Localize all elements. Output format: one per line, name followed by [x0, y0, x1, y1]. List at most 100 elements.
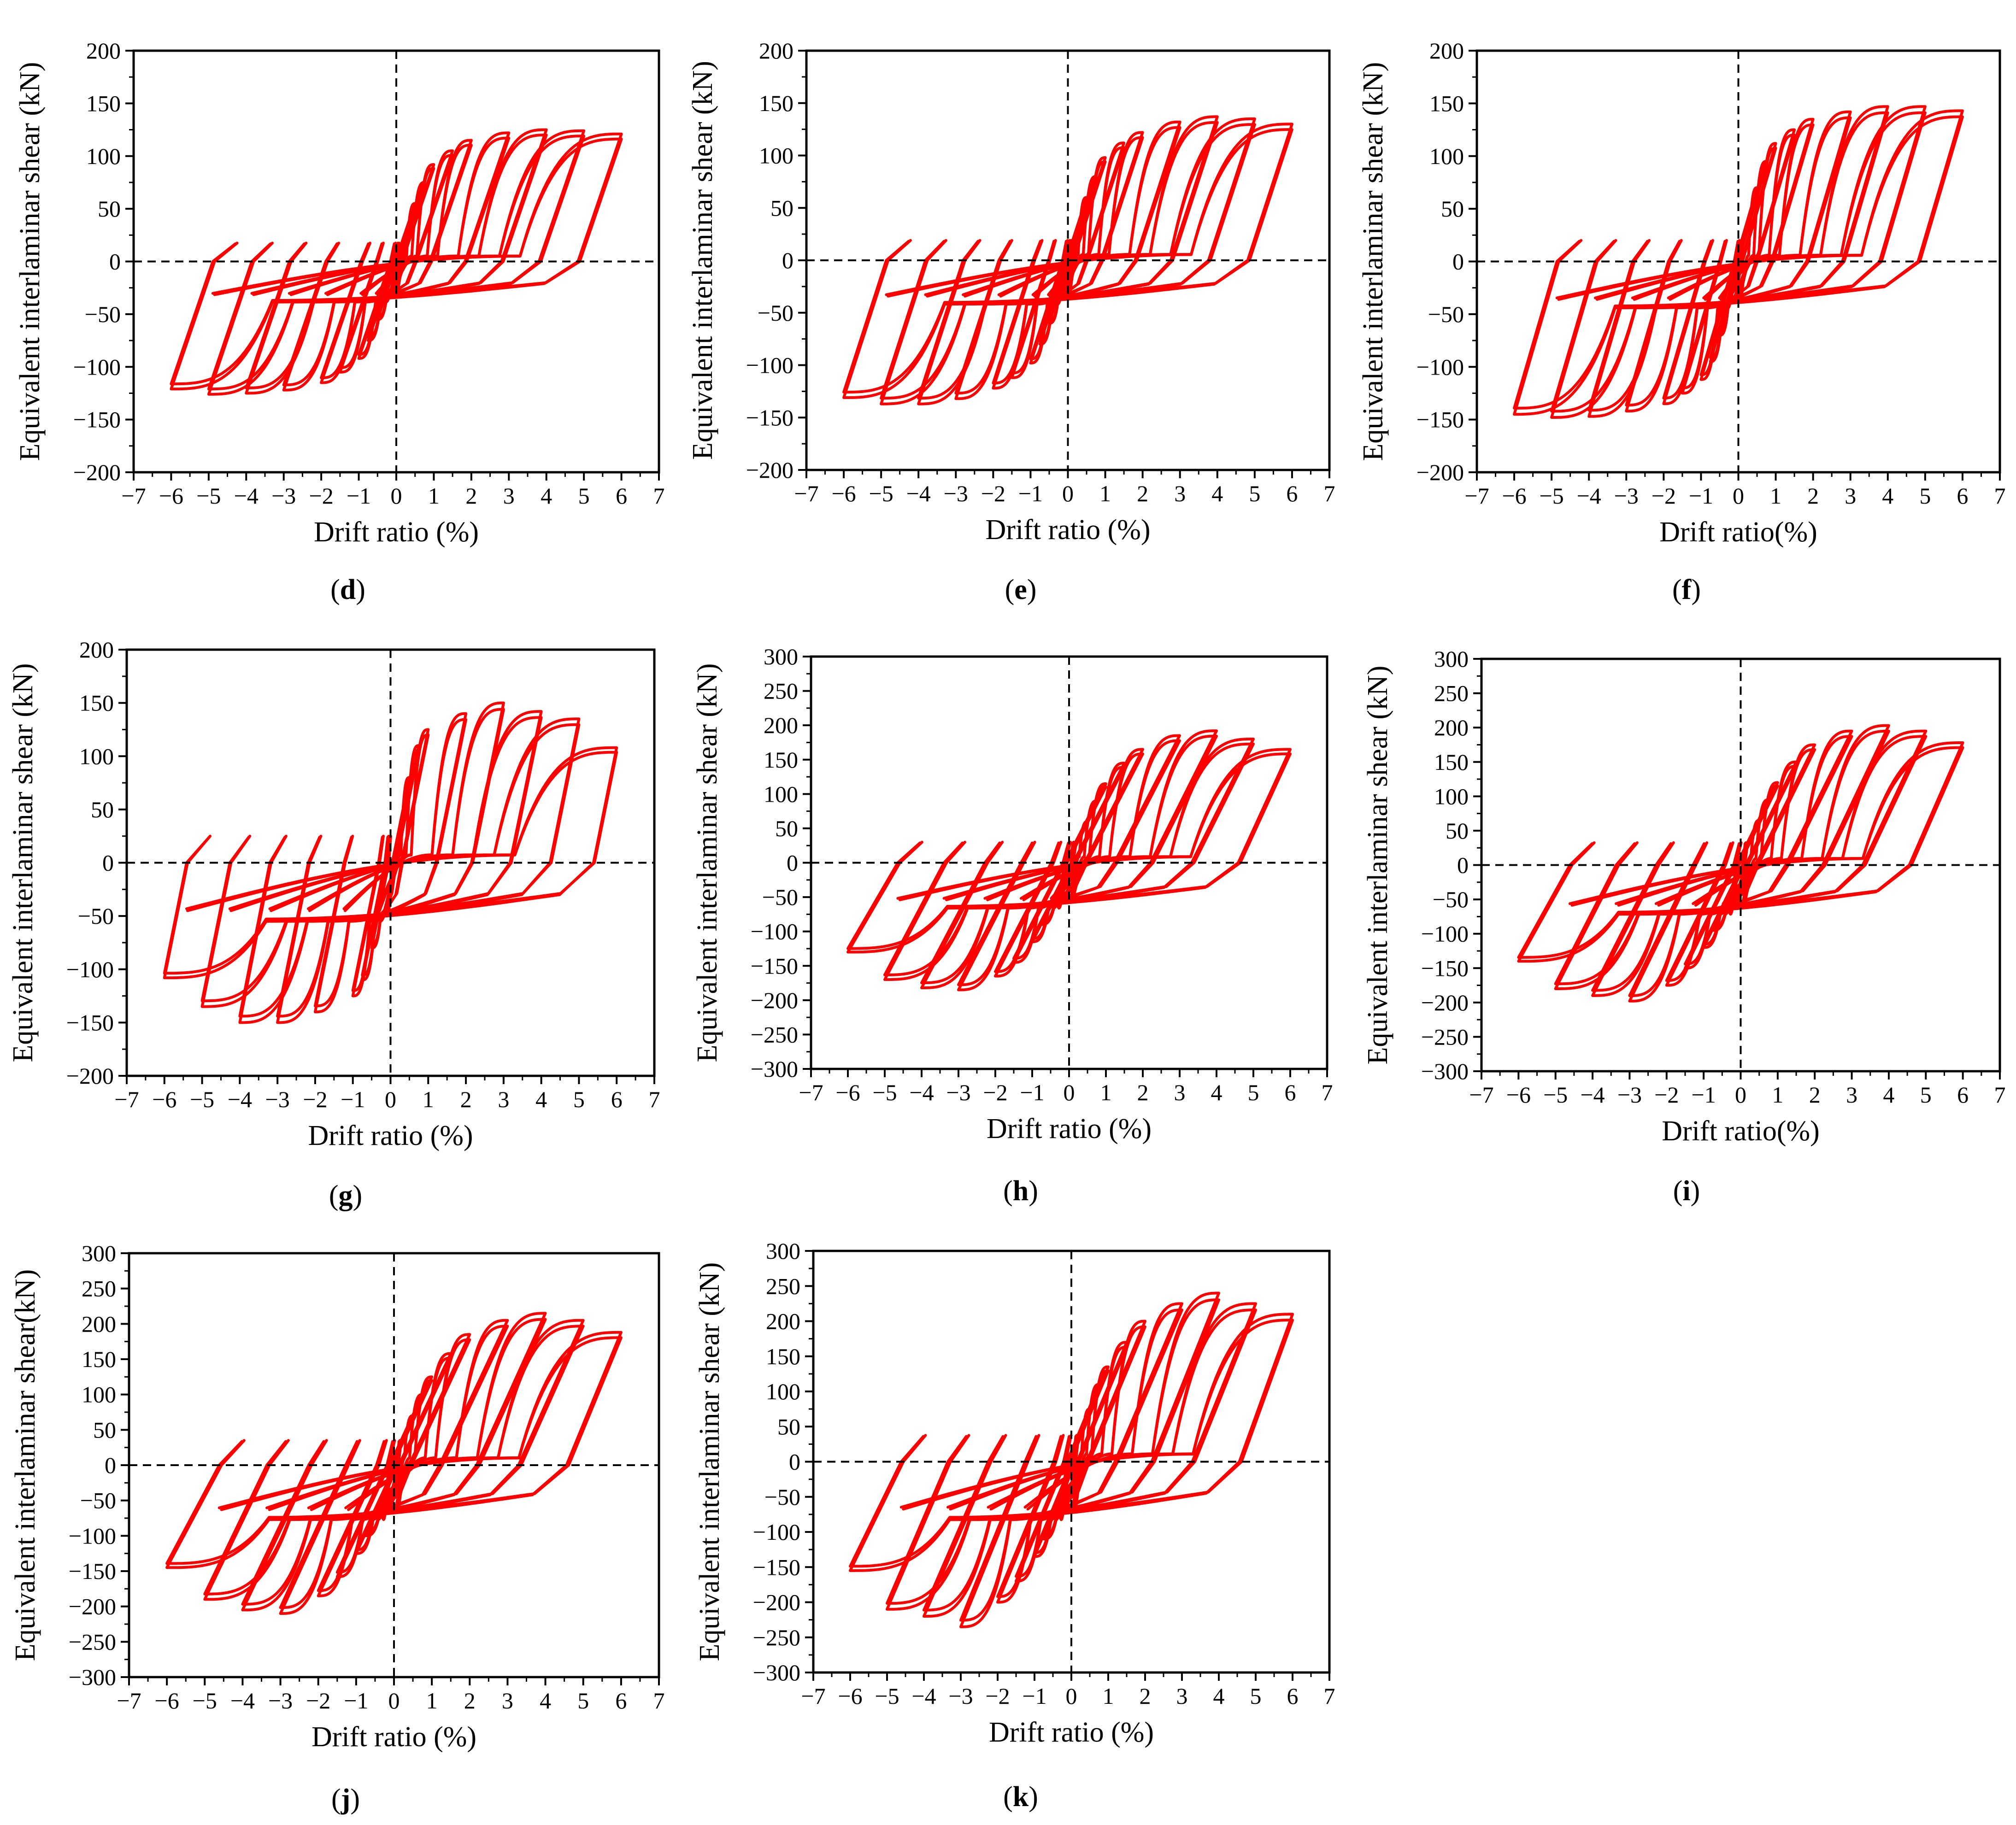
panel-k: −7 −6 −5 −4 −3 −2 −1 0 1 2 3 4 5 6 7−300−250−200−150−1…: [694, 1238, 1335, 1813]
x-tick-label: 7: [653, 1688, 665, 1714]
hysteresis-cycle-9: [849, 1319, 1294, 1568]
x-tick-label: 2: [460, 1086, 472, 1112]
x-tick-label: 2: [1140, 1683, 1151, 1709]
y-tick-label: 150: [764, 747, 798, 773]
y-tick-label: 300: [82, 1240, 116, 1266]
x-tick-label: −3: [265, 1086, 290, 1112]
x-tick-label: −7: [801, 1683, 825, 1709]
y-tick-label: 250: [766, 1273, 800, 1299]
y-tick-label: 200: [82, 1311, 116, 1337]
x-tick-label: −1: [1692, 1082, 1716, 1108]
x-tick-label: 6: [615, 1688, 627, 1714]
series-g: [163, 701, 618, 1024]
y-tick-label: 0: [789, 1449, 800, 1475]
y-tick-label: −150: [746, 405, 793, 430]
y-axis-title: Equivalent interlaminar shear(kN): [10, 1269, 41, 1661]
y-tick-label: −250: [753, 1625, 800, 1650]
y-tick-label: 50: [1441, 196, 1464, 222]
x-tick-label: −5: [1543, 1082, 1568, 1108]
x-tick-label: −6: [155, 1688, 179, 1714]
x-tick-label: 4: [1211, 1080, 1223, 1105]
x-tick-label: −2: [1654, 1082, 1679, 1108]
x-tick-label: 0: [391, 483, 402, 509]
y-tick-label: 0: [787, 850, 798, 876]
x-tick-label: −6: [831, 481, 856, 506]
x-axis-title: Drift ratio(%): [1659, 516, 1817, 548]
y-axis-title: Equivalent interlaminar shear (kN): [692, 663, 723, 1062]
x-tick-label: −1: [347, 483, 371, 509]
panel-j: −7 −6 −5 −4 −3 −2 −1 0 1 2 3 4 5 6 7−300−250−200−150−1…: [10, 1240, 665, 1815]
x-tick-label: 4: [535, 1086, 547, 1112]
y-tick-label: −250: [1421, 1024, 1469, 1050]
y-tick-label: −200: [69, 1594, 116, 1620]
series-d: [170, 128, 623, 396]
panel-caption: (g): [329, 1180, 362, 1211]
panel-h: −7 −6 −5 −4 −3 −2 −1 0 1 2 3 4 5 6 7−300−250−200−150−1…: [692, 644, 1333, 1207]
y-tick-label: 300: [1434, 646, 1469, 672]
x-tick-label: 0: [1066, 1683, 1077, 1709]
y-tick-label: 0: [1452, 249, 1464, 275]
hysteresis-cycle-9: [165, 1336, 623, 1565]
x-tick-label: 2: [1809, 1082, 1821, 1108]
x-tick-label: −1: [1018, 481, 1043, 506]
series-h: [846, 729, 1292, 992]
x-tick-label: 2: [1137, 481, 1148, 506]
y-axis-title: Equivalent interlaminar shear (kN): [694, 1262, 725, 1661]
y-tick-label: 0: [1457, 852, 1469, 878]
x-tick-label: −6: [835, 1080, 860, 1105]
y-tick-label: −100: [751, 919, 798, 945]
y-tick-label: 150: [1429, 90, 1464, 116]
y-tick-label: −100: [1421, 921, 1469, 947]
x-tick-label: −4: [234, 483, 259, 509]
y-tick-label: −150: [73, 407, 121, 433]
x-tick-label: −3: [271, 483, 296, 509]
x-axis-title: Drift ratio (%): [314, 516, 479, 548]
y-tick-label: 50: [770, 195, 793, 221]
y-tick-label: 50: [775, 816, 798, 841]
x-tick-label: −4: [911, 1683, 936, 1709]
x-tick-label: −4: [230, 1688, 255, 1714]
y-tick-label: 300: [764, 644, 798, 669]
y-tick-label: −200: [753, 1590, 800, 1615]
y-tick-label: 100: [759, 143, 793, 169]
y-tick-label: 0: [102, 850, 114, 876]
y-tick-label: 100: [82, 1382, 116, 1408]
x-tick-label: 5: [577, 1688, 589, 1714]
y-tick-label: −100: [753, 1519, 800, 1545]
x-tick-label: −5: [196, 483, 221, 509]
x-tick-label: 6: [1287, 1683, 1299, 1709]
x-tick-label: 5: [578, 483, 590, 509]
y-tick-label: 50: [98, 196, 121, 222]
x-tick-label: 5: [1250, 1683, 1262, 1709]
x-tick-label: 7: [653, 483, 665, 509]
x-tick-label: 6: [1285, 1080, 1296, 1105]
x-tick-label: 6: [1957, 483, 1968, 509]
y-tick-label: −200: [746, 457, 793, 483]
panel-caption: (i): [1673, 1175, 1700, 1207]
x-tick-label: −5: [190, 1086, 214, 1112]
y-tick-label: −200: [73, 459, 121, 485]
y-tick-label: 100: [1434, 783, 1469, 809]
x-axis-title: Drift ratio (%): [989, 1717, 1154, 1748]
y-tick-label: 50: [1446, 818, 1469, 844]
y-tick-label: −50: [764, 1484, 800, 1510]
x-tick-label: −2: [306, 1688, 330, 1714]
x-tick-label: −7: [121, 483, 146, 509]
x-tick-label: −3: [948, 1683, 973, 1709]
panel-caption: (k): [1003, 1781, 1038, 1813]
y-tick-label: −50: [78, 903, 114, 929]
x-tick-label: −5: [872, 1080, 897, 1105]
y-tick-label: −50: [85, 301, 121, 327]
y-tick-label: 50: [91, 797, 114, 822]
x-tick-label: −2: [983, 1080, 1007, 1105]
y-tick-label: 100: [79, 743, 114, 769]
y-axis-title: Equivalent interlaminar shear (kN): [1358, 62, 1389, 461]
x-tick-label: −2: [985, 1683, 1010, 1709]
hysteresis-cycle-9: [1513, 115, 1964, 410]
series-e: [842, 115, 1293, 405]
x-tick-label: −2: [303, 1086, 327, 1112]
x-tick-label: −2: [981, 481, 1005, 506]
y-axis-title: Equivalent interlaminar shear (kN): [14, 62, 46, 461]
x-tick-label: 7: [1324, 1683, 1335, 1709]
y-tick-label: 250: [1434, 681, 1469, 706]
